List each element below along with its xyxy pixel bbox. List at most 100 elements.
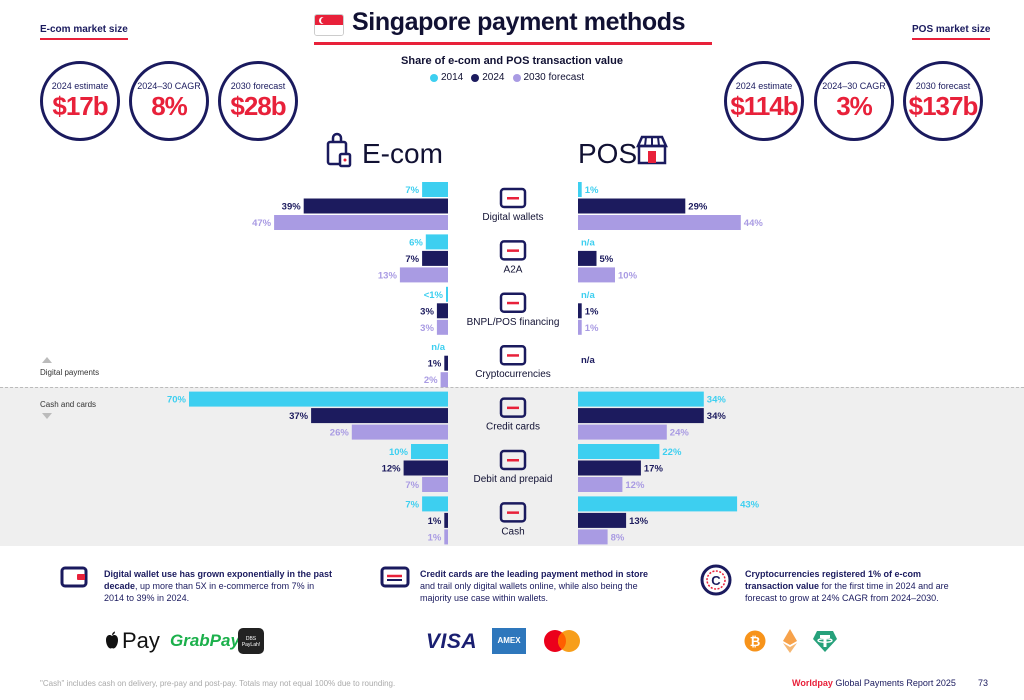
pos-bar bbox=[578, 215, 741, 230]
credit-card-icon bbox=[380, 566, 410, 588]
pos-data-label: 1% bbox=[585, 323, 599, 334]
ecom-bar bbox=[446, 286, 448, 302]
ecom-bar bbox=[189, 391, 448, 407]
category-icon bbox=[499, 240, 527, 261]
category-icon-accent bbox=[507, 249, 519, 252]
category-icon-accent bbox=[507, 511, 519, 514]
ecom-data-label: 1% bbox=[428, 359, 442, 370]
ecom-bar bbox=[411, 444, 448, 459]
ecom-bar bbox=[422, 182, 448, 197]
category-icon-frame bbox=[499, 187, 527, 209]
pos-bar bbox=[578, 444, 660, 459]
ecom-bar bbox=[311, 408, 448, 424]
arrow-down-icon bbox=[42, 413, 52, 419]
legend-2030: 2030 forecast bbox=[512, 72, 585, 83]
ecom-data-label: 3% bbox=[420, 306, 434, 317]
category-icon-accent bbox=[507, 301, 519, 305]
pos-data-label: 8% bbox=[611, 532, 625, 543]
ecom-data-label: 3% bbox=[420, 323, 434, 334]
grabpay-logo: GrabPay bbox=[170, 631, 240, 650]
ecom-bar bbox=[303, 198, 448, 214]
pos-data-label: 43% bbox=[740, 499, 760, 510]
category-label: Debit and prepaid bbox=[474, 474, 553, 485]
page-number: 73 bbox=[978, 678, 989, 688]
ecom-data-label: 13% bbox=[378, 270, 398, 281]
category-icons bbox=[499, 187, 527, 523]
pos-data-label: 13% bbox=[629, 516, 649, 527]
dbs-paylah-logo: DBS PayLah! bbox=[238, 628, 264, 654]
pos-cagr-circle: 2024–30 CAGR 3% bbox=[814, 61, 894, 141]
pos-data-label: 1% bbox=[585, 185, 599, 196]
pos-bar bbox=[578, 529, 608, 545]
ecom-bar bbox=[444, 512, 448, 528]
ethereum-icon bbox=[782, 628, 798, 654]
category-icon-frame bbox=[499, 240, 527, 261]
insight-bold: Cryptocurrencies registered 1% of e-com … bbox=[745, 569, 922, 591]
stat-label: 2024–30 CAGR bbox=[822, 81, 886, 91]
report-name: Global Payments Report 2025 bbox=[832, 678, 956, 688]
stat-label: 2024 estimate bbox=[735, 81, 793, 91]
category-icon-accent bbox=[507, 354, 519, 357]
pos-2024-estimate-circle: 2024 estimate $114b bbox=[724, 61, 804, 141]
ecom-bar bbox=[436, 303, 448, 319]
ecom-data-label: 1% bbox=[428, 532, 442, 543]
legend-2024: 2024 bbox=[471, 72, 505, 83]
pos-data-label: 44% bbox=[744, 218, 764, 229]
insight-text: for the first time in 2024 and are forec… bbox=[745, 581, 949, 603]
category-icon bbox=[499, 187, 527, 209]
svg-text:C: C bbox=[711, 573, 721, 588]
pos-market-size-label: POS market size bbox=[912, 24, 991, 40]
pos-data-label: 22% bbox=[662, 447, 682, 458]
ecom-data-label: 7% bbox=[405, 480, 419, 491]
ecom-data-label: 70% bbox=[167, 395, 187, 406]
stat-value: $17b bbox=[52, 91, 108, 121]
cryptocurrency-icon: C bbox=[700, 564, 732, 596]
digital-payments-label: Digital payments bbox=[40, 368, 100, 377]
category-label: Digital wallets bbox=[482, 212, 543, 223]
pos-bar bbox=[578, 182, 582, 197]
chart-legend: 2014 2024 2030 forecast bbox=[430, 72, 630, 83]
category-icon-accent bbox=[507, 197, 519, 200]
page-title-block: Singapore payment methods bbox=[314, 8, 714, 45]
insight-bold: Digital wallet use has grown exponential… bbox=[104, 569, 333, 591]
ecom-2030-forecast-circle: 2030 forecast $28b bbox=[218, 61, 298, 141]
stat-value: 8% bbox=[151, 91, 188, 121]
ecom-data-label: n/a bbox=[431, 342, 445, 353]
legend-2030-label: 2030 forecast bbox=[523, 72, 585, 83]
category-icon bbox=[499, 292, 527, 314]
pos-data-label: n/a bbox=[581, 355, 595, 366]
category-icon bbox=[499, 397, 527, 418]
category-icon-accent bbox=[507, 459, 519, 462]
category-icon bbox=[499, 502, 527, 523]
stat-label: 2030 forecast bbox=[915, 81, 971, 91]
ecom-bar bbox=[440, 372, 448, 388]
store-icon bbox=[636, 134, 668, 166]
bitcoin-icon: ₿ bbox=[744, 630, 766, 652]
pos-bar bbox=[578, 303, 582, 319]
amex-logo: AMEX bbox=[492, 628, 526, 654]
ecom-bars bbox=[189, 182, 448, 545]
pos-bar bbox=[578, 477, 623, 492]
arrow-up-icon bbox=[42, 357, 52, 363]
category-icon-frame bbox=[499, 397, 527, 418]
ecom-bar bbox=[444, 529, 448, 545]
ecom-data-label: <1% bbox=[424, 290, 444, 301]
pos-data-label: 17% bbox=[644, 464, 664, 475]
stat-label: 2030 forecast bbox=[230, 81, 286, 91]
ecom-data-label: 39% bbox=[282, 202, 302, 213]
ecom-bar bbox=[422, 496, 448, 512]
pos-data-label: 24% bbox=[670, 428, 690, 439]
ecom-bar bbox=[274, 215, 448, 230]
pos-data-label: 34% bbox=[707, 411, 727, 422]
ecom-data-label: 47% bbox=[252, 218, 272, 229]
ecom-bar bbox=[422, 250, 448, 266]
pos-data-label: n/a bbox=[581, 290, 595, 301]
ecom-labels: 7% 39% 47% 6% 7% 13% <1% 3% 3% n/a 1% 2% 70% 37% 26% 10… bbox=[167, 185, 446, 543]
pos-data-label: 1% bbox=[585, 306, 599, 317]
ecom-bar bbox=[351, 424, 448, 440]
category-icon-accent bbox=[507, 406, 519, 410]
ecom-data-label: 37% bbox=[289, 411, 309, 422]
ecom-data-label: 6% bbox=[409, 237, 423, 248]
title-underline bbox=[314, 42, 712, 45]
pos-data-label: 34% bbox=[707, 395, 727, 406]
